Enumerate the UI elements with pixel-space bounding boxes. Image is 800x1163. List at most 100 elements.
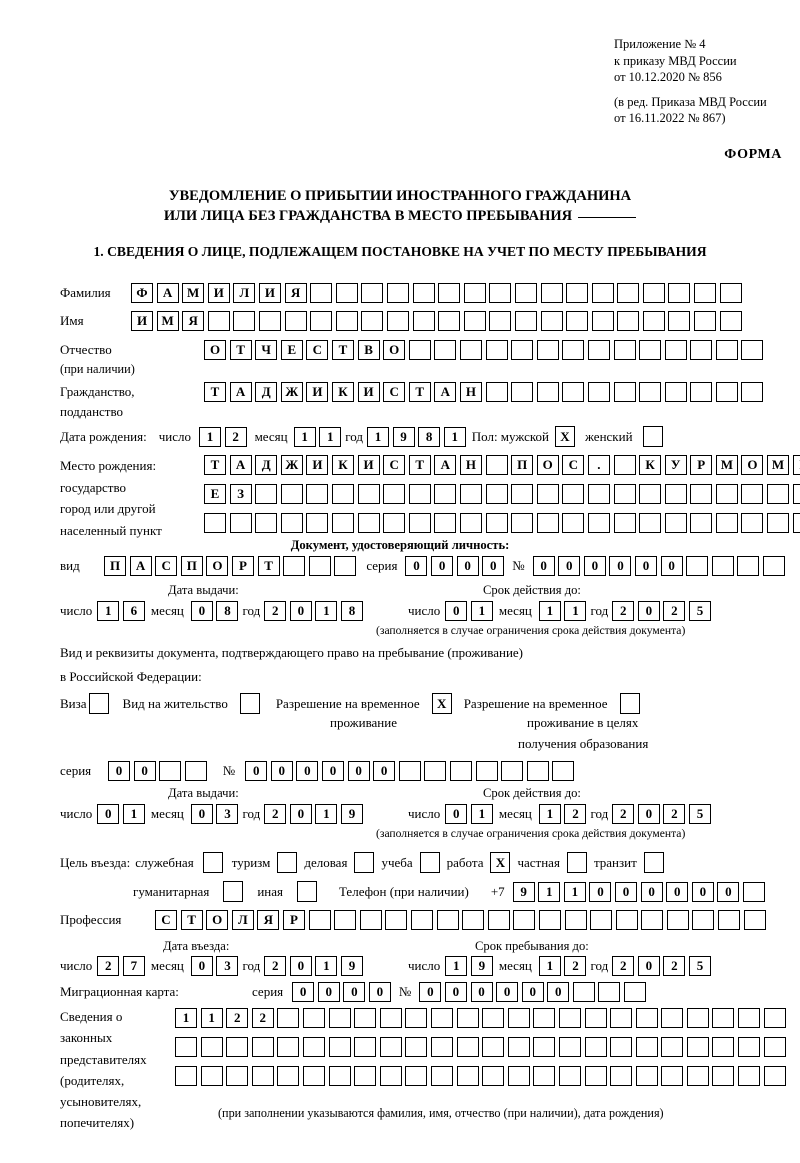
char-cell[interactable] bbox=[562, 340, 585, 360]
char-cell[interactable] bbox=[763, 1037, 786, 1057]
purpose-option-6-checkbox[interactable] bbox=[643, 852, 664, 873]
char-cell[interactable] bbox=[538, 910, 561, 930]
char-cell[interactable]: 0 bbox=[190, 601, 213, 621]
char-cell[interactable] bbox=[207, 311, 230, 331]
char-cell[interactable]: М bbox=[182, 283, 205, 303]
char-cell[interactable] bbox=[449, 761, 472, 781]
char-cell[interactable]: 8 bbox=[341, 601, 364, 621]
char-cell[interactable] bbox=[306, 484, 329, 504]
char-cell[interactable]: Т bbox=[229, 340, 252, 360]
char-cell[interactable]: 2 bbox=[264, 804, 287, 824]
char-cell[interactable]: Л bbox=[233, 283, 256, 303]
char-cell[interactable]: Е bbox=[204, 484, 226, 504]
char-cell[interactable] bbox=[485, 382, 508, 402]
char-cell[interactable] bbox=[536, 340, 559, 360]
char-cell[interactable]: И bbox=[306, 455, 329, 475]
char-cell[interactable]: 1 bbox=[315, 804, 338, 824]
char-cell[interactable] bbox=[639, 382, 662, 402]
char-cell[interactable] bbox=[482, 1066, 505, 1086]
char-cell[interactable] bbox=[661, 1037, 684, 1057]
char-cell[interactable] bbox=[737, 556, 760, 576]
char-cell[interactable]: 0 bbox=[640, 881, 663, 902]
char-cell[interactable]: 6 bbox=[122, 601, 145, 621]
char-cell[interactable]: 2 bbox=[97, 956, 120, 976]
char-cell[interactable] bbox=[489, 311, 512, 331]
char-cell[interactable] bbox=[328, 1037, 351, 1057]
char-cell[interactable] bbox=[354, 1037, 377, 1057]
char-cell[interactable] bbox=[712, 1066, 735, 1086]
char-cell[interactable] bbox=[514, 311, 537, 331]
char-cell[interactable]: 0 bbox=[343, 982, 366, 1002]
char-cell[interactable] bbox=[635, 1066, 658, 1086]
char-cell[interactable] bbox=[277, 1037, 300, 1057]
char-cell[interactable] bbox=[354, 1066, 377, 1086]
char-cell[interactable] bbox=[357, 484, 380, 504]
char-cell[interactable] bbox=[424, 761, 447, 781]
char-cell[interactable]: 0 bbox=[289, 601, 312, 621]
char-cell[interactable]: 1 bbox=[97, 601, 120, 621]
char-cell[interactable] bbox=[712, 1037, 735, 1057]
char-cell[interactable] bbox=[482, 1037, 505, 1057]
char-cell[interactable] bbox=[184, 761, 207, 781]
char-cell[interactable] bbox=[408, 484, 431, 504]
char-cell[interactable]: А bbox=[229, 382, 252, 402]
char-cell[interactable] bbox=[283, 556, 306, 576]
char-cell[interactable]: 0 bbox=[289, 804, 312, 824]
char-cell[interactable]: А bbox=[434, 455, 457, 475]
char-cell[interactable] bbox=[690, 340, 713, 360]
char-cell[interactable]: 0 bbox=[532, 556, 555, 576]
char-cell[interactable] bbox=[514, 283, 537, 303]
char-cell[interactable]: 0 bbox=[245, 761, 268, 781]
char-cell[interactable]: 1 bbox=[564, 601, 587, 621]
char-cell[interactable] bbox=[686, 556, 709, 576]
char-cell[interactable] bbox=[438, 283, 461, 303]
char-cell[interactable]: 2 bbox=[612, 804, 635, 824]
char-cell[interactable] bbox=[487, 910, 510, 930]
char-cell[interactable] bbox=[334, 556, 357, 576]
char-cell[interactable] bbox=[664, 340, 687, 360]
char-cell[interactable] bbox=[610, 1008, 633, 1028]
representatives-cells-2[interactable] bbox=[175, 1037, 786, 1057]
char-cell[interactable] bbox=[511, 382, 534, 402]
char-cell[interactable]: 0 bbox=[521, 982, 544, 1002]
char-cell[interactable]: 0 bbox=[445, 601, 468, 621]
char-cell[interactable] bbox=[485, 340, 508, 360]
char-cell[interactable] bbox=[200, 1066, 223, 1086]
char-cell[interactable] bbox=[613, 455, 636, 475]
char-cell[interactable]: 2 bbox=[612, 956, 635, 976]
char-cell[interactable]: Д bbox=[255, 455, 278, 475]
char-cell[interactable]: Е bbox=[280, 340, 303, 360]
char-cell[interactable] bbox=[613, 382, 636, 402]
char-cell[interactable] bbox=[277, 1066, 300, 1086]
char-cell[interactable]: А bbox=[434, 382, 457, 402]
char-cell[interactable] bbox=[635, 1037, 658, 1057]
char-cell[interactable] bbox=[226, 1066, 249, 1086]
char-cell[interactable]: 0 bbox=[637, 601, 660, 621]
char-cell[interactable] bbox=[328, 1008, 351, 1028]
char-cell[interactable] bbox=[357, 513, 380, 533]
char-cell[interactable] bbox=[175, 1037, 197, 1057]
char-cell[interactable]: К bbox=[331, 382, 354, 402]
char-cell[interactable] bbox=[412, 311, 435, 331]
char-cell[interactable]: 0 bbox=[496, 982, 519, 1002]
char-cell[interactable] bbox=[511, 513, 534, 533]
char-cell[interactable]: О bbox=[206, 556, 229, 576]
char-cell[interactable]: 9 bbox=[341, 804, 364, 824]
char-cell[interactable]: Б bbox=[792, 455, 800, 475]
char-cell[interactable]: 1 bbox=[538, 881, 561, 902]
char-cell[interactable] bbox=[359, 910, 382, 930]
char-cell[interactable] bbox=[398, 761, 421, 781]
char-cell[interactable] bbox=[690, 382, 713, 402]
char-cell[interactable] bbox=[738, 1008, 761, 1028]
char-cell[interactable] bbox=[540, 283, 563, 303]
char-cell[interactable]: 1 bbox=[445, 956, 468, 976]
char-cell[interactable] bbox=[792, 513, 800, 533]
char-cell[interactable] bbox=[615, 910, 638, 930]
char-cell[interactable]: 0 bbox=[482, 556, 505, 576]
